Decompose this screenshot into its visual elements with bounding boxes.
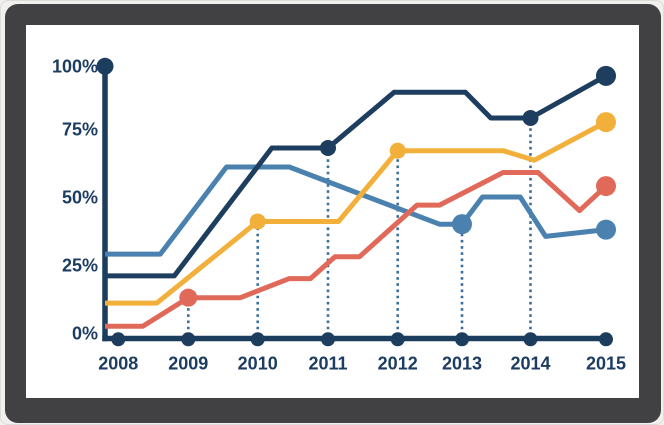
series-line-amber bbox=[105, 119, 608, 306]
axis-top-dot bbox=[96, 57, 114, 75]
axis-dot-2009 bbox=[181, 332, 196, 347]
x-tick-label-2011: 2011 bbox=[308, 354, 347, 374]
marker-dark-navy-2015 bbox=[596, 65, 616, 86]
marker-dark-navy-2014 bbox=[522, 110, 539, 127]
x-tick-label-2013: 2013 bbox=[442, 354, 482, 374]
axis-dot-2015 bbox=[599, 332, 613, 347]
y-tick-label-0: 0% bbox=[72, 324, 98, 344]
data-markers bbox=[179, 65, 616, 307]
marker-amber-2015 bbox=[596, 112, 616, 133]
marker-amber-2012 bbox=[389, 142, 406, 159]
x-tick-label-2008: 2008 bbox=[98, 354, 138, 374]
axis-dot-2011 bbox=[321, 332, 335, 347]
x-tick-label-2010: 2010 bbox=[238, 354, 278, 374]
marker-amber-2010 bbox=[249, 213, 266, 230]
marker-coral-red-2009 bbox=[179, 288, 198, 307]
axis-dot-2010 bbox=[250, 332, 265, 347]
x-tick-label-2014: 2014 bbox=[510, 354, 550, 374]
x-tick-label-2012: 2012 bbox=[378, 354, 418, 374]
axis-dot-2014 bbox=[523, 332, 538, 347]
x-tick-label-2009: 2009 bbox=[168, 354, 208, 374]
x-tick-label-2015: 2015 bbox=[586, 354, 626, 374]
series-line-dark-navy bbox=[105, 73, 608, 279]
y-tick-label-25: 25% bbox=[62, 255, 98, 275]
y-tick-label-50: 50% bbox=[62, 187, 98, 207]
x-axis-labels: 2008 2009 2010 2011 2012 2013 2014 2015 bbox=[98, 354, 626, 374]
marker-dark-navy-2011 bbox=[320, 139, 336, 156]
marker-coral-red-2015 bbox=[596, 176, 616, 197]
series-line-steel-blue bbox=[105, 164, 607, 257]
marker-steel-blue-2013 bbox=[452, 214, 472, 235]
axis-dot-2012 bbox=[390, 332, 405, 347]
y-tick-label-75: 75% bbox=[62, 119, 98, 139]
marker-steel-blue-2015 bbox=[596, 219, 616, 240]
y-axis-labels: 100% 75% 50% 25% 0% bbox=[52, 56, 98, 343]
axis-dot-2013 bbox=[455, 332, 469, 347]
axis-dots bbox=[96, 57, 613, 347]
axis-dot-2008 bbox=[111, 332, 126, 347]
y-tick-label-100: 100% bbox=[52, 56, 98, 76]
